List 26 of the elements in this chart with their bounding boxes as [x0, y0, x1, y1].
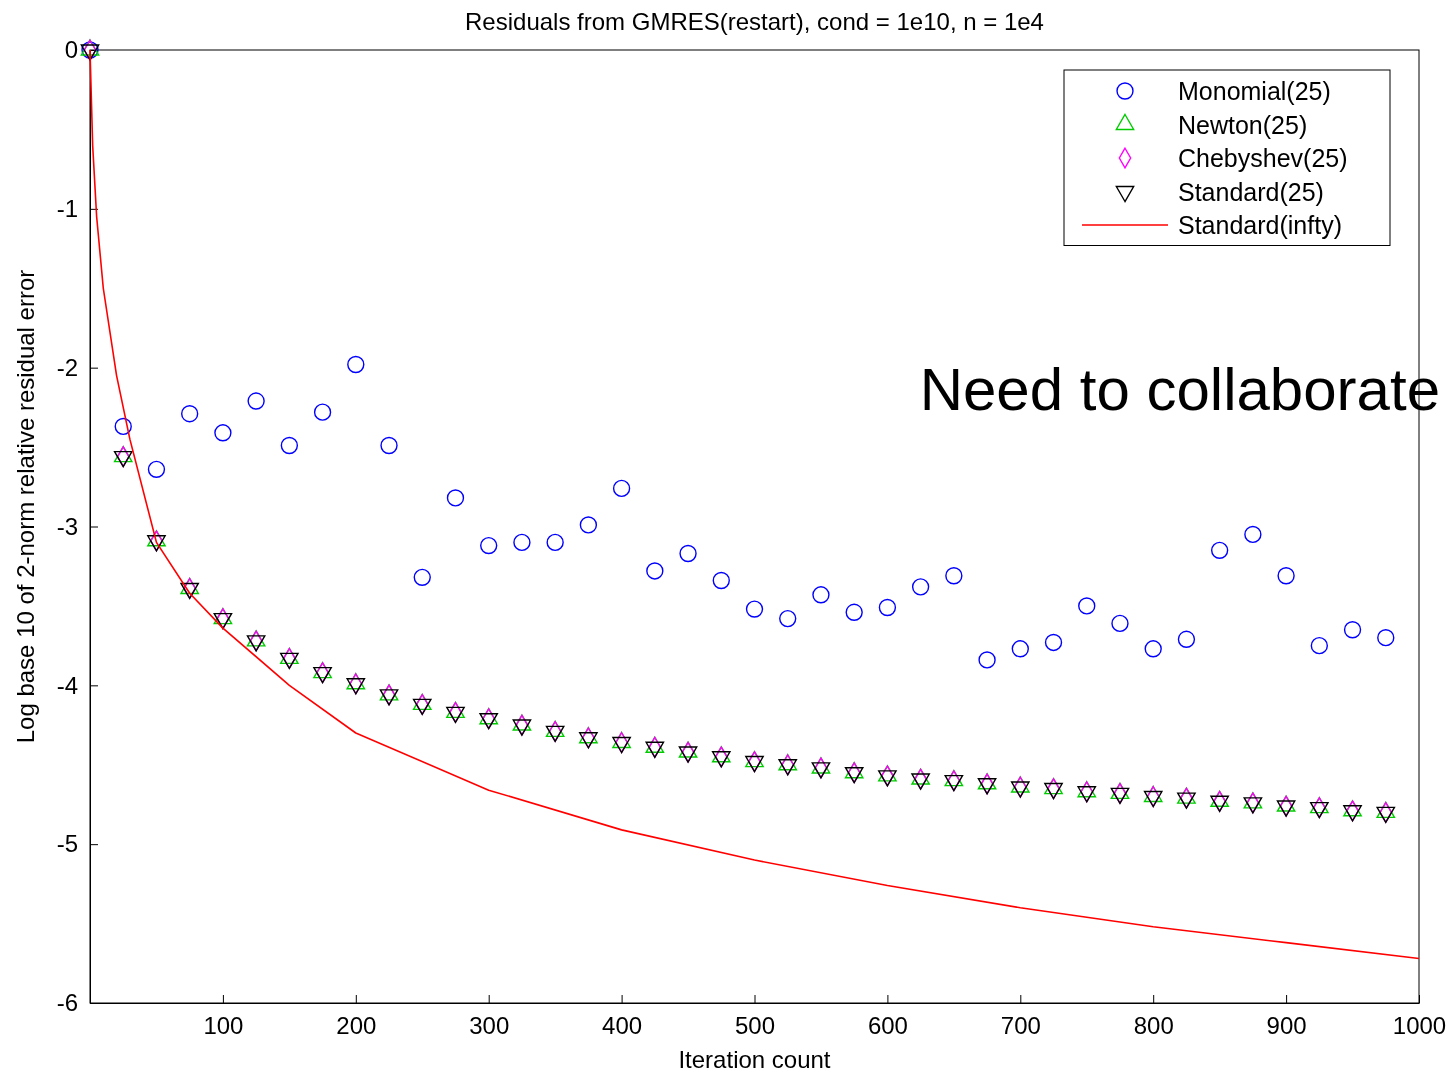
x-tick-label: 900 [1266, 1012, 1307, 1040]
y-tick-label: -2 [56, 353, 78, 381]
x-tick-label: 100 [203, 1012, 244, 1040]
y-tick-label: -1 [56, 195, 78, 223]
chart-title: Residuals from GMRES(restart), cond = 1e10, n = 1e4 [465, 8, 1044, 35]
x-tick-label: 700 [1000, 1012, 1041, 1040]
x-tick-label: 200 [336, 1012, 377, 1040]
legend-label: Chebyshev(25) [1178, 144, 1348, 172]
x-tick-label: 300 [469, 1012, 510, 1040]
y-axis-title: Log base 10 of 2-norm relative residual error [12, 269, 39, 744]
x-tick-label: 400 [602, 1012, 643, 1040]
x-tick-label: 1000 [1392, 1012, 1447, 1040]
y-tick-label: -3 [56, 512, 78, 540]
x-tick-label: 500 [734, 1012, 776, 1040]
y-tick-label: -5 [56, 830, 78, 858]
x-tick-label: 800 [1133, 1012, 1174, 1040]
y-tick-label: 0 [64, 36, 78, 64]
x-tick-label: 600 [867, 1012, 908, 1040]
x-axis-title: Iteration count [678, 1046, 831, 1073]
annotation: Need to collaborate [919, 356, 1440, 423]
legend-label: Newton(25) [1178, 110, 1308, 139]
legend-label: Standard(25) [1178, 177, 1324, 206]
y-tick-label: -4 [56, 671, 78, 699]
legend-label: Standard(infty) [1178, 211, 1342, 239]
y-tick-label: -6 [56, 989, 78, 1017]
legend-label: Monomial(25) [1178, 77, 1331, 105]
